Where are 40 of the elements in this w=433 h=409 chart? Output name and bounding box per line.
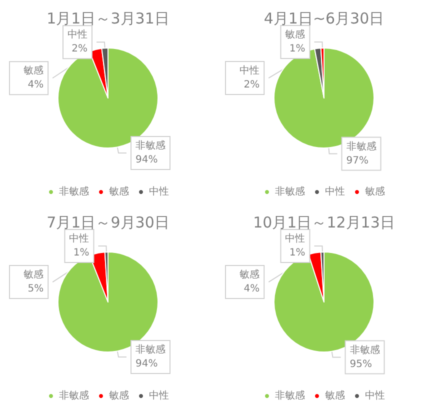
legend-label: 中性 xyxy=(365,390,385,402)
legend-label: 中性 xyxy=(149,186,169,198)
legend-label: 非敏感 xyxy=(59,390,89,402)
slice-label: 中性 xyxy=(240,64,260,77)
data-label: 5% xyxy=(28,284,44,295)
legend-label: 中性 xyxy=(325,186,345,198)
slice-label: 非敏感 xyxy=(135,344,166,356)
legend-label: 中性 xyxy=(149,390,169,402)
data-label: 95% xyxy=(350,358,372,370)
data-label: 4% xyxy=(244,284,260,295)
slice-label: 中性 xyxy=(285,232,306,245)
data-label: 2% xyxy=(72,44,88,55)
legend-label: 敏感 xyxy=(109,186,129,198)
data-label: 1% xyxy=(289,248,306,259)
slice-label: 中性 xyxy=(67,28,88,41)
slice-label: 中性 xyxy=(69,232,90,245)
chart-title: 4月1日~6月30日 xyxy=(264,10,384,28)
data-label: 2% xyxy=(244,80,260,91)
legend-label: 敏感 xyxy=(365,186,385,198)
legend-label: 敏感 xyxy=(325,390,345,402)
slice-label: 非敏感 xyxy=(346,140,376,152)
slice-label: 非敏感 xyxy=(135,140,166,152)
data-label: 1% xyxy=(73,248,90,259)
chart-title: 10月1日～12月13日 xyxy=(253,214,395,232)
legend-label: 敏感 xyxy=(109,390,129,402)
data-label: 94% xyxy=(135,358,158,370)
slice-label: 敏感 xyxy=(240,268,260,281)
legend-label: 非敏感 xyxy=(275,186,305,198)
legend-label: 非敏感 xyxy=(59,186,89,198)
data-label: 94% xyxy=(135,154,158,166)
slice-label: 敏感 xyxy=(24,64,44,77)
data-label: 1% xyxy=(289,44,306,55)
slice-label: 敏感 xyxy=(24,268,44,281)
data-label: 97% xyxy=(346,155,369,166)
slice-label: 敏感 xyxy=(285,28,306,41)
data-label: 4% xyxy=(28,80,44,91)
slice-label: 非敏感 xyxy=(350,344,380,356)
legend-label: 非敏感 xyxy=(275,390,305,402)
chart-title: 1月1日～3月31日 xyxy=(46,10,170,28)
chart-title: 7月1日～9月30日 xyxy=(46,214,170,232)
